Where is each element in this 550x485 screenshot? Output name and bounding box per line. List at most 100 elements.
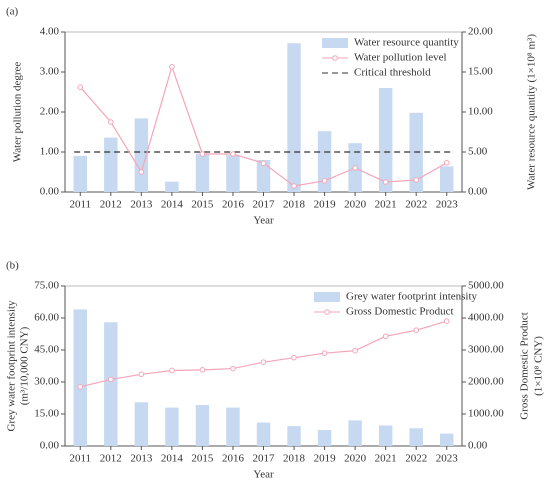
y-tick-label: 3.00 [40, 66, 60, 78]
y2-tick-label: 20.00 [468, 26, 493, 38]
x-tick-label: 2017 [253, 199, 276, 211]
y2-axis-title: Gross Domestic Product [519, 312, 531, 420]
line [80, 320, 447, 388]
bar [440, 166, 454, 192]
line-marker [108, 119, 114, 125]
y2-tick-label: 5.00 [468, 146, 488, 158]
bar [165, 181, 179, 192]
bar [287, 43, 301, 193]
bar [287, 426, 301, 446]
x-tick-label: 2023 [436, 453, 459, 465]
line-marker [382, 179, 389, 185]
y2-tick-label: 10.00 [468, 106, 493, 118]
x-tick-label: 2018 [283, 199, 306, 211]
line-marker [138, 169, 145, 175]
x-tick-label: 2016 [222, 199, 245, 211]
y-axis-title: Water pollution degree [12, 62, 24, 163]
y-tick-label: 75.00 [34, 280, 59, 292]
legend-swatch [332, 55, 338, 61]
line-marker [413, 327, 419, 333]
x-tick-label: 2021 [375, 453, 397, 465]
line-marker [352, 165, 358, 171]
line-marker [230, 151, 236, 157]
line-marker [169, 367, 175, 374]
line-marker [352, 347, 358, 354]
x-tick-label: 2013 [130, 199, 153, 211]
bar [348, 420, 362, 446]
x-tick-label: 2022 [405, 453, 427, 465]
y2-tick-label: 2000.00 [468, 376, 504, 388]
line-marker [108, 376, 114, 383]
legend-label: Critical threshold [354, 67, 431, 79]
bar [165, 407, 179, 446]
x-tick-label: 2020 [344, 453, 367, 465]
y-tick-label: 0.00 [40, 440, 60, 452]
panel-label: (b) [6, 260, 19, 272]
y2-tick-label: 4000.00 [468, 312, 504, 324]
legend-label: Water pollution level [354, 52, 447, 64]
y-tick-label: 4.00 [40, 26, 60, 38]
x-tick-label: 2019 [314, 199, 337, 211]
line-marker [77, 384, 84, 390]
legend-swatch [324, 309, 330, 315]
x-tick-label: 2014 [161, 453, 184, 465]
y-tick-label: 30.00 [34, 376, 59, 388]
bar [378, 425, 393, 446]
bar [409, 428, 423, 446]
bar [440, 433, 454, 446]
line-marker [260, 359, 267, 365]
x-tick-label: 2011 [69, 453, 91, 465]
line-marker [230, 365, 236, 372]
y-axis-title: (m³/10,000 CNY) [19, 326, 31, 405]
x-tick-label: 2012 [100, 199, 122, 211]
bar [134, 118, 149, 192]
bar [73, 156, 87, 192]
x-tick-label: 2019 [314, 453, 337, 465]
y2-axis-title: Water resource quantity (1×10⁸ m³) [526, 34, 538, 190]
bar [256, 422, 271, 446]
y2-tick-label: 1000.00 [468, 408, 504, 420]
y2-tick-label: 0.00 [468, 440, 488, 452]
line-marker [199, 151, 206, 157]
legend-label: Gross Domestic Product [346, 306, 454, 318]
y2-tick-label: 0.00 [468, 186, 488, 198]
line-marker [291, 183, 297, 189]
line-marker [138, 371, 145, 378]
x-axis-title: Year [253, 469, 274, 481]
bar [226, 155, 240, 192]
line-marker [199, 367, 206, 373]
line-marker [321, 350, 328, 357]
x-tick-label: 2013 [130, 453, 153, 465]
line-marker [321, 178, 328, 184]
legend-swatch [314, 292, 340, 302]
y-axis-title: Grey water footprint intensity [6, 300, 18, 432]
x-axis-title: Year [253, 215, 274, 227]
x-tick-label: 2022 [405, 199, 427, 211]
x-tick-label: 2023 [436, 199, 459, 211]
line-marker [77, 84, 84, 90]
bar [226, 407, 240, 446]
bar [195, 153, 210, 192]
x-tick-label: 2017 [253, 453, 276, 465]
bar [378, 88, 393, 192]
bar [104, 137, 118, 192]
bar [195, 405, 210, 446]
line-marker [260, 160, 267, 166]
x-tick-label: 2015 [191, 199, 214, 211]
bar [317, 131, 332, 192]
x-tick-label: 2021 [375, 199, 397, 211]
x-tick-label: 2018 [283, 453, 306, 465]
panel-label: (a) [6, 6, 19, 18]
bar [134, 402, 149, 446]
y-tick-label: 0.00 [40, 186, 60, 198]
y2-axis-title: (1×10⁸ CNY) [533, 336, 545, 396]
line-marker [169, 64, 175, 70]
legend-label: Water resource quantity [354, 37, 459, 49]
y2-tick-label: 3000.00 [468, 344, 504, 356]
y-tick-label: 60.00 [34, 312, 59, 324]
bar [104, 322, 118, 446]
y2-tick-label: 15.00 [468, 66, 493, 78]
legend-swatch [322, 38, 348, 48]
x-tick-label: 2014 [161, 199, 184, 211]
